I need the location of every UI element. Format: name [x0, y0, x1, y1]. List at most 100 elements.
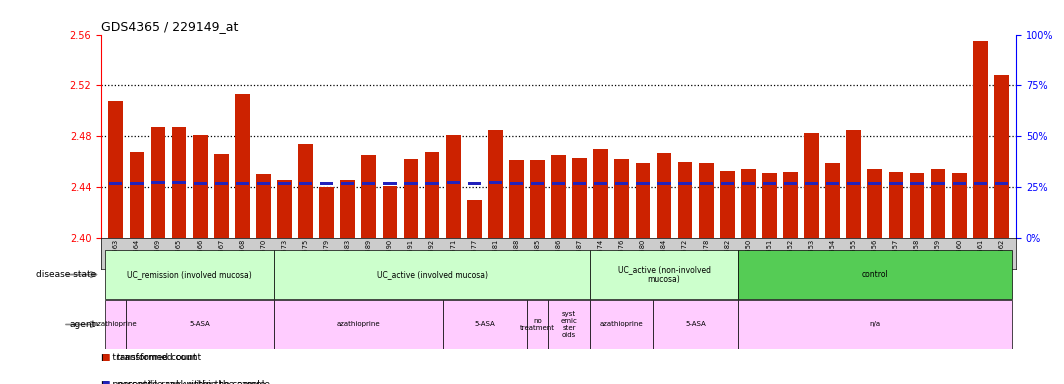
Bar: [888, 172, 903, 238]
Bar: [383, 182, 397, 185]
Text: transformed count: transformed count: [114, 353, 201, 362]
Text: GSM948578: GSM948578: [703, 239, 710, 279]
Bar: [741, 169, 755, 238]
FancyBboxPatch shape: [127, 300, 273, 349]
Text: syst
emic
ster
oids: syst emic ster oids: [561, 311, 578, 338]
Text: GSM948589: GSM948589: [366, 239, 371, 279]
Text: UC_active (non-involved
mucosa): UC_active (non-involved mucosa): [617, 265, 711, 284]
Bar: [193, 135, 207, 238]
Bar: [171, 127, 186, 238]
Text: GSM948561: GSM948561: [977, 239, 983, 279]
Bar: [615, 182, 629, 185]
Bar: [151, 127, 165, 238]
Bar: [763, 182, 776, 185]
Text: control: control: [862, 270, 888, 279]
Text: UC_active (involved mucosa): UC_active (involved mucosa): [377, 270, 487, 279]
Text: GSM948567: GSM948567: [218, 239, 225, 279]
Text: azathioprine: azathioprine: [94, 321, 137, 328]
FancyBboxPatch shape: [591, 250, 737, 299]
Bar: [530, 161, 545, 238]
Text: GSM948550: GSM948550: [746, 239, 751, 279]
Bar: [446, 135, 461, 238]
Text: no
treatment: no treatment: [520, 318, 555, 331]
Text: GSM948571: GSM948571: [450, 239, 456, 279]
FancyBboxPatch shape: [737, 300, 1012, 349]
Bar: [594, 182, 608, 185]
Bar: [215, 182, 228, 185]
Bar: [720, 182, 734, 185]
Bar: [340, 180, 355, 238]
Bar: [635, 163, 650, 238]
Bar: [298, 144, 313, 238]
FancyBboxPatch shape: [273, 250, 591, 299]
Bar: [656, 153, 671, 238]
Text: GSM948560: GSM948560: [957, 239, 962, 279]
Text: GSM948592: GSM948592: [429, 239, 435, 279]
Bar: [320, 182, 333, 185]
Bar: [868, 182, 881, 185]
Bar: [509, 161, 523, 238]
Text: GSM948576: GSM948576: [619, 239, 625, 279]
Text: ■: ■: [101, 353, 110, 362]
Bar: [679, 182, 692, 185]
Text: GSM948586: GSM948586: [555, 239, 562, 279]
Bar: [784, 182, 797, 185]
FancyBboxPatch shape: [591, 300, 653, 349]
Text: GSM948554: GSM948554: [830, 239, 835, 279]
Bar: [319, 187, 334, 238]
Bar: [531, 182, 544, 185]
Text: GSM948559: GSM948559: [935, 239, 942, 279]
Text: GDS4365 / 229149_at: GDS4365 / 229149_at: [101, 20, 238, 33]
Bar: [403, 159, 418, 238]
Text: GSM948563: GSM948563: [113, 239, 119, 279]
Bar: [615, 159, 629, 238]
Bar: [867, 169, 882, 238]
Bar: [699, 182, 713, 185]
Bar: [362, 182, 376, 185]
Bar: [256, 182, 270, 185]
Bar: [804, 132, 819, 238]
Bar: [426, 182, 438, 185]
Bar: [636, 182, 650, 185]
Text: GSM948557: GSM948557: [893, 239, 899, 279]
Bar: [952, 182, 966, 185]
Bar: [847, 182, 861, 185]
Bar: [995, 182, 1008, 185]
Text: GSM948558: GSM948558: [914, 239, 920, 279]
Bar: [467, 200, 482, 238]
Text: GSM948587: GSM948587: [577, 239, 583, 279]
Text: 5-ASA: 5-ASA: [685, 321, 706, 328]
Bar: [890, 182, 902, 185]
Text: GSM948555: GSM948555: [851, 239, 857, 279]
Bar: [572, 158, 587, 238]
Text: GSM948565: GSM948565: [176, 239, 182, 279]
Text: ■: ■: [101, 380, 110, 384]
Bar: [299, 182, 312, 185]
Bar: [594, 149, 609, 238]
Text: agent: agent: [69, 320, 96, 329]
Bar: [972, 41, 987, 238]
Text: GSM948591: GSM948591: [408, 239, 414, 279]
Bar: [109, 101, 123, 238]
Text: azathioprine: azathioprine: [336, 321, 380, 328]
Bar: [130, 152, 145, 238]
Bar: [404, 182, 418, 185]
Text: ■ transformed count: ■ transformed count: [101, 353, 197, 362]
Bar: [846, 130, 861, 238]
Bar: [826, 182, 839, 185]
Text: GSM948580: GSM948580: [639, 239, 646, 279]
Bar: [383, 186, 397, 238]
Text: GSM948570: GSM948570: [261, 239, 266, 279]
Text: azathioprine: azathioprine: [600, 321, 644, 328]
Bar: [447, 180, 460, 184]
Bar: [130, 182, 144, 185]
Text: GSM948572: GSM948572: [682, 239, 688, 279]
Bar: [194, 182, 206, 185]
Text: disease state: disease state: [35, 270, 96, 279]
Text: GSM948585: GSM948585: [534, 239, 541, 279]
Text: GSM948579: GSM948579: [323, 239, 330, 279]
FancyBboxPatch shape: [653, 300, 737, 349]
Text: GSM948577: GSM948577: [471, 239, 478, 279]
Bar: [931, 169, 946, 238]
Text: GSM948564: GSM948564: [134, 239, 140, 279]
